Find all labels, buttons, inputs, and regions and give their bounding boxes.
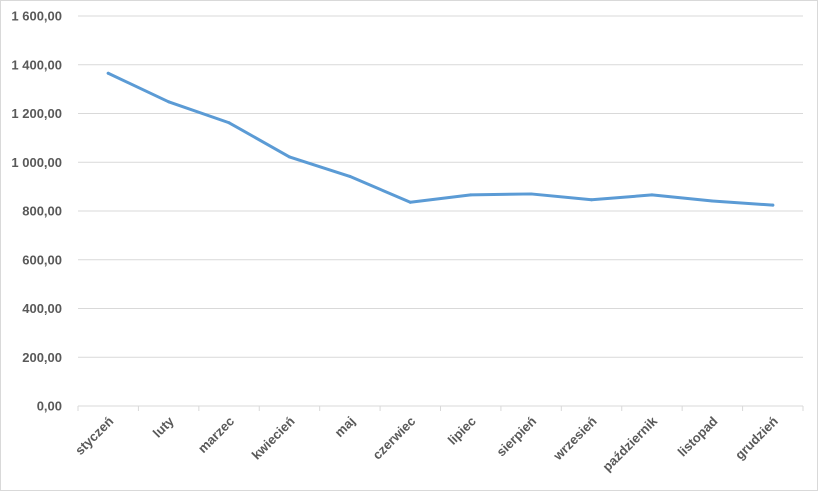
y-axis-ticks: 0,00 200,00 400,00 600,00 800,00 1 000,00 1 20… — [11, 9, 62, 414]
x-tick-label: styczeń — [72, 413, 116, 457]
x-tick-label: grudzień — [732, 413, 781, 462]
y-tick-label: 1 400,00 — [11, 57, 62, 72]
y-tick-label: 0,00 — [37, 399, 62, 414]
y-tick-label: 800,00 — [22, 204, 62, 219]
gridlines — [78, 15, 803, 407]
x-tick-label: sierpień — [493, 413, 539, 459]
y-tick-label: 1 200,00 — [11, 106, 62, 121]
data-point — [287, 155, 291, 159]
x-tick-label: listopad — [675, 413, 721, 459]
data-point — [227, 121, 231, 125]
series-layer — [106, 71, 775, 207]
data-point — [408, 200, 412, 204]
data-point — [469, 193, 473, 197]
data-point — [348, 174, 352, 178]
data-point — [590, 198, 594, 202]
y-tick-label: 1 600,00 — [11, 9, 62, 24]
data-point — [529, 192, 533, 196]
x-tick-label: lipiec — [445, 414, 479, 448]
y-tick-label: 400,00 — [22, 301, 62, 316]
data-point — [106, 71, 110, 75]
x-tick-label: wrzesień — [550, 413, 600, 463]
x-tick-label: październik — [599, 413, 660, 474]
series-line — [106, 71, 775, 207]
y-tick-label: 600,00 — [22, 252, 62, 267]
x-tick-label: czerwiec — [369, 414, 418, 463]
x-tick-label: marzec — [195, 414, 237, 456]
data-point — [771, 203, 775, 207]
y-tick-label: 1 000,00 — [11, 155, 62, 170]
data-point — [650, 193, 654, 197]
x-tick-label: maj — [332, 414, 358, 440]
x-tick-label: luty — [150, 413, 177, 440]
y-tick-label: 200,00 — [22, 350, 62, 365]
data-point — [710, 199, 714, 203]
data-point — [167, 100, 171, 104]
x-axis-ticks: styczeń luty marzec kwiecień maj czerwiec lipi… — [72, 406, 804, 474]
x-tick-label: kwiecień — [249, 413, 298, 462]
